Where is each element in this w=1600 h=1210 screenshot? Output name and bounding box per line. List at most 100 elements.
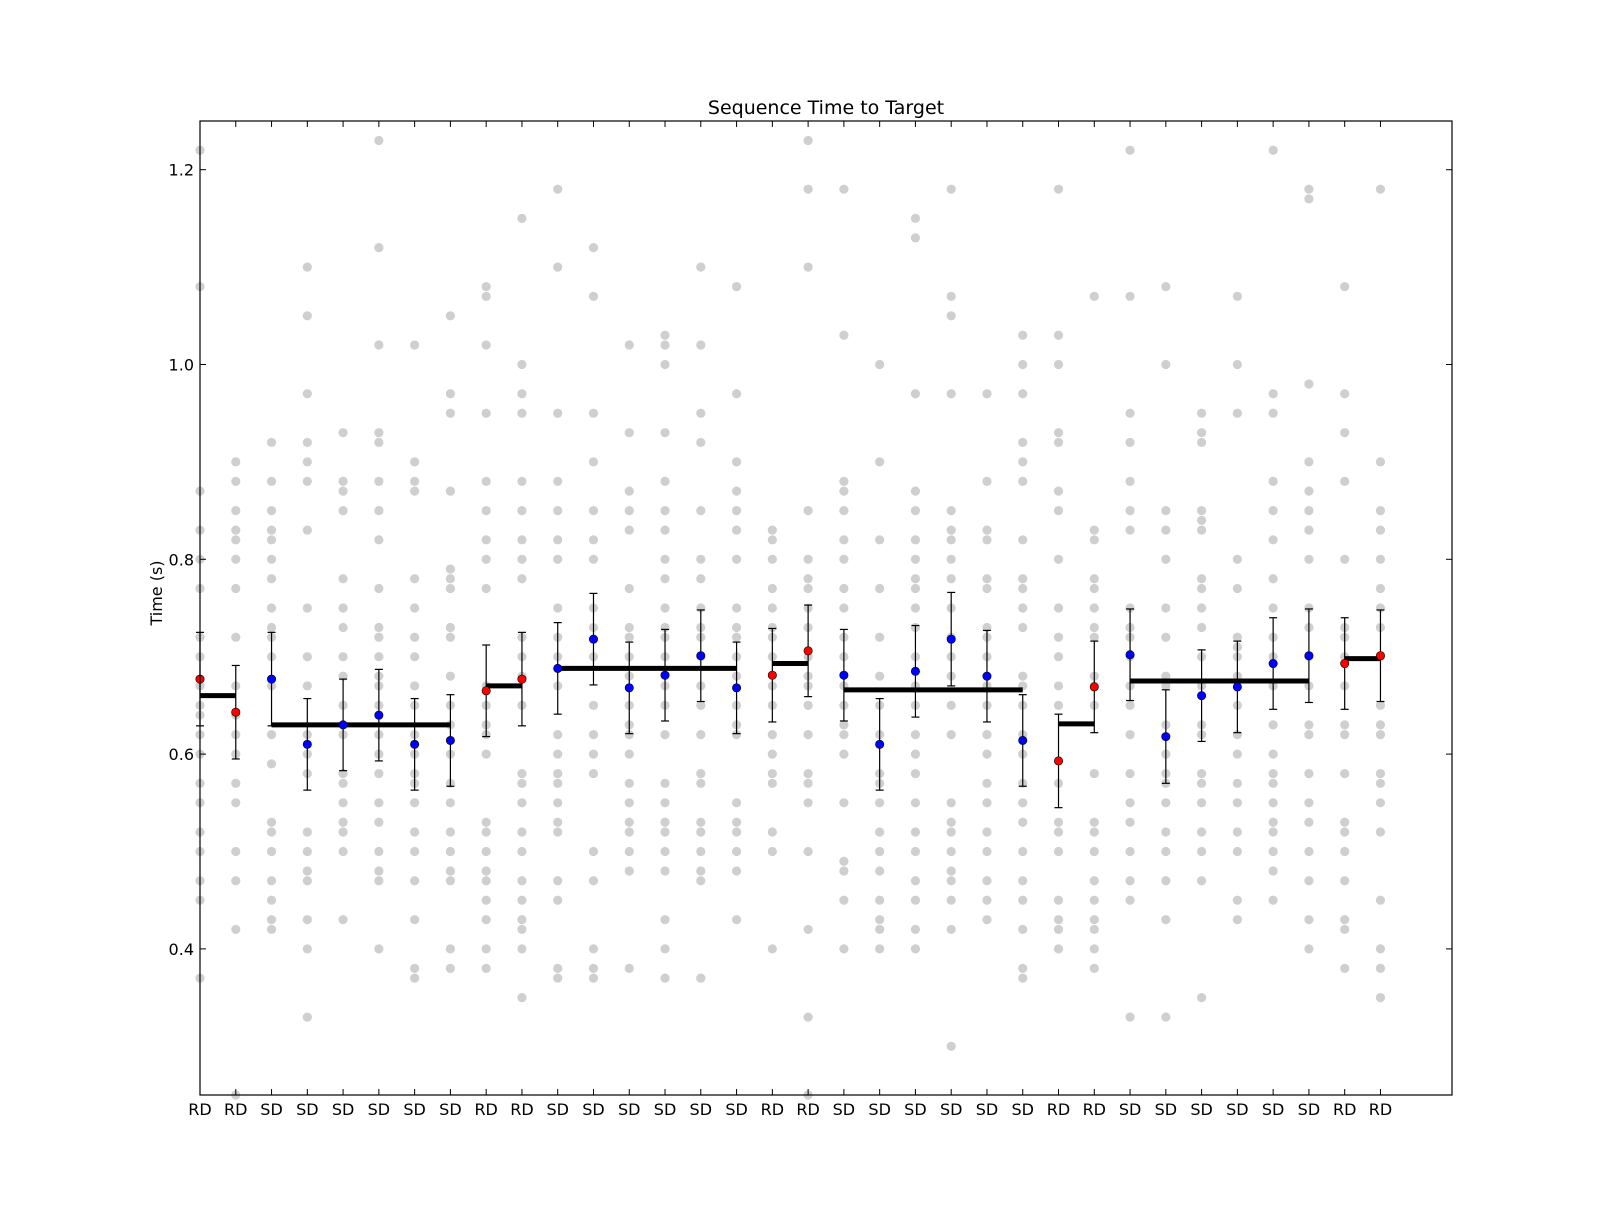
sd-mean-marker (588, 634, 598, 644)
raw-point (1197, 846, 1207, 857)
raw-point (266, 476, 277, 486)
raw-point (445, 574, 455, 584)
raw-point (803, 554, 813, 564)
raw-point (1268, 778, 1278, 788)
raw-point (302, 944, 312, 954)
raw-point (481, 408, 491, 418)
raw-point (660, 778, 670, 788)
raw-point (445, 311, 455, 321)
raw-point (731, 506, 742, 516)
raw-point (302, 389, 312, 399)
raw-point (660, 574, 670, 584)
raw-point (1304, 457, 1314, 467)
raw-point (982, 730, 992, 740)
raw-point (410, 827, 420, 837)
raw-point (946, 700, 956, 711)
raw-point (1125, 798, 1135, 808)
raw-point (1018, 437, 1028, 448)
raw-point (1089, 817, 1099, 827)
raw-point (803, 768, 813, 779)
raw-point (517, 798, 527, 808)
x-tick-label: SD (833, 1100, 855, 1119)
raw-point (1375, 730, 1386, 740)
raw-point (302, 866, 312, 876)
raw-point (338, 428, 348, 438)
raw-point (731, 525, 742, 535)
raw-point (696, 574, 706, 584)
raw-point (1268, 574, 1278, 584)
raw-point (660, 603, 670, 613)
raw-point (1125, 730, 1135, 740)
raw-point (767, 535, 777, 545)
raw-point (374, 428, 384, 438)
raw-point (1089, 876, 1099, 886)
raw-point (445, 876, 455, 886)
raw-point (410, 652, 420, 662)
raw-point (910, 213, 921, 223)
raw-point (1304, 817, 1314, 827)
raw-point (517, 389, 527, 399)
raw-point (1232, 778, 1242, 788)
raw-point (696, 554, 706, 564)
raw-point (588, 506, 599, 516)
raw-point (445, 486, 455, 496)
raw-point (445, 564, 455, 574)
raw-point (946, 389, 956, 399)
raw-point (1232, 554, 1242, 564)
raw-point (410, 798, 420, 808)
y-tick-label: 0.8 (169, 550, 194, 569)
raw-point (946, 730, 956, 740)
raw-point (553, 535, 563, 545)
sd-mean-marker (1125, 650, 1135, 660)
raw-point (1340, 554, 1350, 564)
raw-point (517, 535, 527, 545)
raw-point (266, 574, 277, 584)
raw-point (910, 389, 921, 399)
raw-point (410, 476, 420, 486)
raw-point (553, 817, 563, 827)
raw-point (1232, 798, 1242, 808)
raw-point (1161, 525, 1171, 535)
raw-point (266, 603, 277, 613)
raw-point (696, 876, 706, 886)
raw-point (553, 603, 563, 613)
raw-point (553, 506, 563, 516)
raw-point (231, 476, 241, 486)
raw-point (553, 798, 563, 808)
raw-point (946, 506, 956, 516)
sd-mean-marker (910, 666, 920, 676)
sd-mean-marker (982, 671, 992, 681)
raw-point (517, 408, 527, 418)
raw-point (1089, 574, 1099, 584)
raw-point (338, 671, 348, 681)
raw-point (1053, 827, 1064, 837)
raw-point (338, 768, 348, 779)
raw-point (731, 554, 742, 564)
raw-point (374, 583, 384, 594)
raw-point (1089, 291, 1099, 301)
raw-point (982, 749, 992, 759)
raw-point (553, 749, 563, 759)
raw-point (1018, 330, 1028, 340)
raw-point (481, 963, 491, 973)
raw-point (1304, 379, 1314, 389)
y-tick-label: 1.2 (169, 161, 194, 180)
raw-point (1304, 486, 1314, 496)
raw-point (1268, 846, 1278, 857)
raw-point (1053, 915, 1064, 925)
raw-point (660, 973, 670, 983)
x-tick-label: SD (1012, 1100, 1034, 1119)
raw-point (481, 846, 491, 857)
raw-point (767, 827, 777, 837)
raw-point (1340, 963, 1350, 973)
raw-point (731, 457, 742, 467)
raw-point (1018, 535, 1028, 545)
raw-point (410, 963, 420, 973)
raw-point (660, 915, 670, 925)
raw-point (839, 184, 849, 194)
raw-point (1089, 924, 1099, 935)
raw-point (624, 486, 634, 496)
raw-point (1232, 827, 1242, 837)
raw-point (1375, 963, 1386, 973)
raw-point (1375, 525, 1386, 535)
